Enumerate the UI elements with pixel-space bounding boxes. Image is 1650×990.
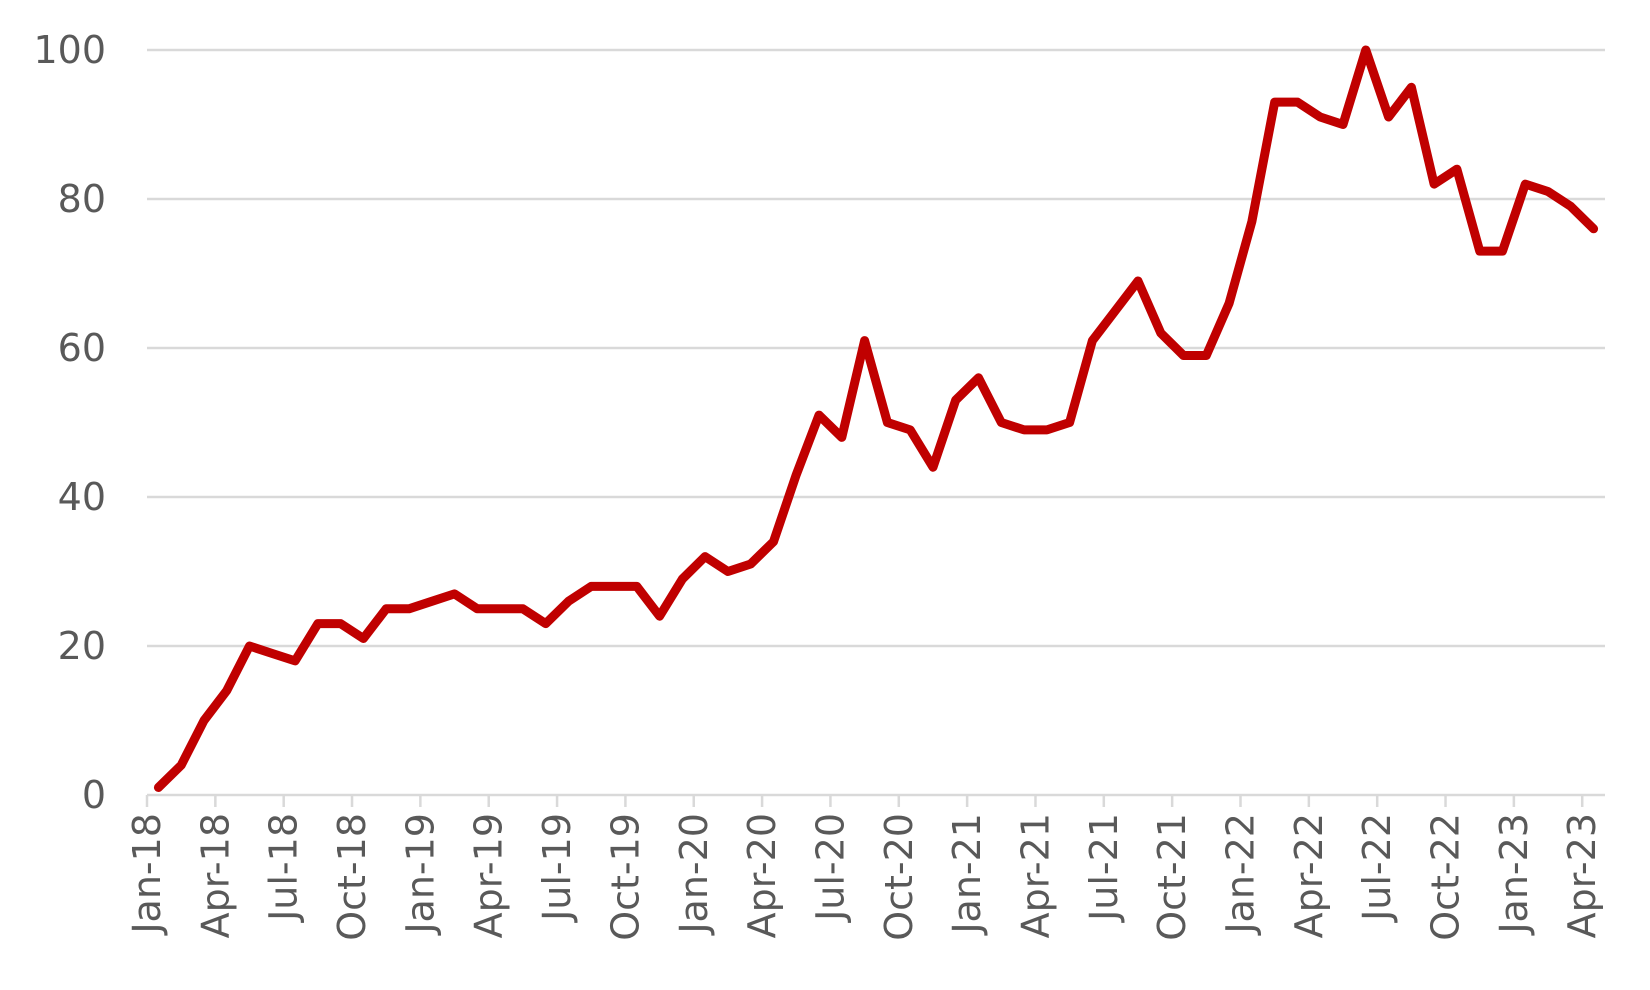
x-tick-label-Apr-20: Apr-20	[740, 813, 784, 938]
x-tick-label-Apr-22: Apr-22	[1287, 813, 1331, 938]
x-tick-label-Jan-20: Jan-20	[672, 813, 716, 936]
x-tick-label-Jan-23: Jan-23	[1492, 813, 1536, 936]
gridlines	[147, 48, 1605, 648]
y-tick-label-60: 60	[58, 326, 106, 370]
x-tick-label-Jul-21: Jul-21	[1082, 813, 1126, 923]
x-tick-label-Jul-22: Jul-22	[1355, 813, 1399, 923]
x-tick-label-Jan-18: Jan-18	[125, 813, 169, 936]
x-tick-label-Jan-22: Jan-22	[1219, 813, 1263, 936]
y-tick-label-100: 100	[33, 28, 106, 72]
x-tick-label-Jul-20: Jul-20	[808, 813, 852, 923]
x-tick-label-Oct-22: Oct-22	[1424, 813, 1468, 941]
y-tick-label-80: 80	[58, 177, 106, 221]
x-tick-label-Apr-23: Apr-23	[1560, 813, 1604, 938]
series-group	[153, 45, 1599, 792]
x-tick-label-Apr-21: Apr-21	[1013, 813, 1057, 938]
y-axis: 0 20 40 60 80 100	[33, 28, 106, 817]
x-tick-label-Apr-18: Apr-18	[193, 813, 237, 938]
x-tick-label-Jan-21: Jan-21	[945, 813, 989, 936]
x-tick-label-Oct-18: Oct-18	[330, 813, 374, 941]
x-tick-label-Jul-18: Jul-18	[262, 813, 306, 923]
x-axis: Jan-18 Apr-18 Jul-18 Oct-18 Jan-19 Apr-19 Jul-…	[125, 793, 1605, 941]
y-tick-label-20: 20	[58, 624, 106, 668]
x-tick-label-Oct-20: Oct-20	[877, 813, 921, 941]
y-tick-label-40: 40	[58, 475, 106, 519]
y-tick-label-0: 0	[82, 773, 106, 817]
x-tick-label-Jul-19: Jul-19	[535, 813, 579, 923]
x-tick-label-Oct-19: Oct-19	[603, 813, 647, 941]
x-tick-label-Apr-19: Apr-19	[467, 813, 511, 938]
x-tick-label-Jan-19: Jan-19	[398, 813, 442, 936]
series-line-0	[153, 45, 1599, 792]
x-tick-label-Oct-21: Oct-21	[1150, 813, 1194, 941]
